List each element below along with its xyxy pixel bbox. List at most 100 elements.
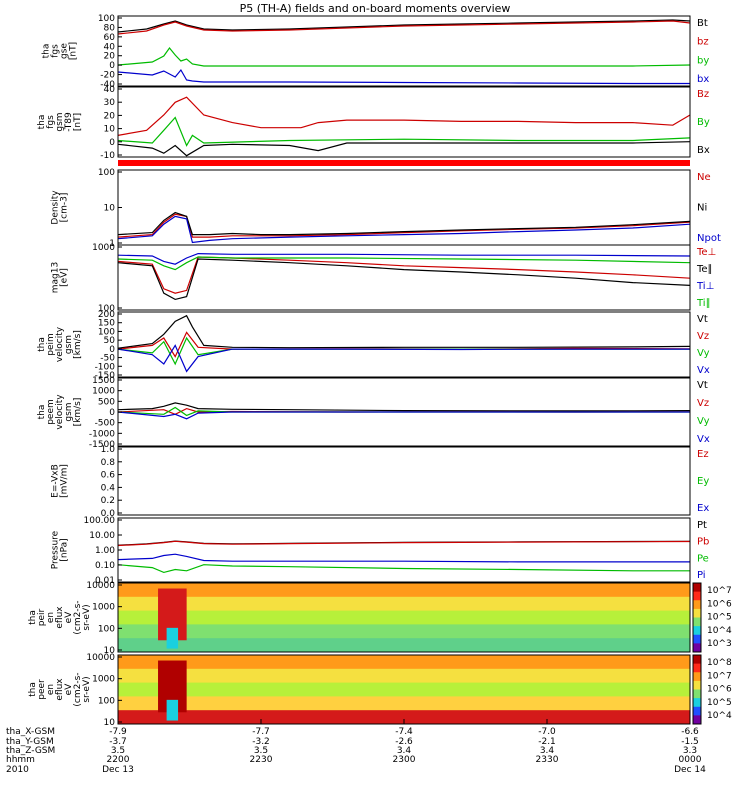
y-tick-label: -50	[100, 354, 115, 364]
series-line-bx	[117, 68, 690, 85]
x-tick-label: 0000	[679, 755, 702, 765]
spectrogram-band	[118, 596, 690, 612]
colorbar-tick-label: 10^3	[707, 639, 732, 649]
series-line-bz	[117, 20, 691, 35]
legend-entry: Ni	[697, 203, 707, 214]
y-axis-label: E=-VxB	[51, 464, 61, 498]
series-line-Vx	[117, 411, 690, 420]
x-tick-label: 2230	[250, 755, 273, 765]
y-axis-label: gse	[60, 43, 70, 59]
legend-entry: by	[697, 55, 709, 66]
x-tick-label: 2330	[536, 755, 559, 765]
y-axis-label: [eV]	[60, 268, 70, 287]
y-tick-label: 1000	[92, 243, 115, 253]
x-axis-row-label: tha_Z-GSM	[6, 746, 55, 756]
y-axis-label: tha	[37, 405, 47, 420]
x-tick-label: -2.6	[395, 737, 413, 747]
legend-entry: Bz	[697, 89, 709, 100]
x-tick-label: -6.6	[681, 727, 699, 737]
y-tick-label: 0.6	[101, 471, 116, 481]
series-line-Pi	[117, 553, 690, 563]
y-tick-label: 0	[109, 61, 115, 71]
series-line-Ti∥	[117, 256, 691, 271]
y-axis-label: tha	[28, 610, 38, 625]
spectrogram-burst-low	[166, 699, 179, 721]
legend-entry: Vx	[697, 365, 710, 376]
spectrogram-band	[118, 624, 690, 639]
colorbar-segment	[693, 689, 701, 699]
y-tick-label: 200	[98, 310, 115, 320]
y-tick-label: 1	[109, 239, 115, 249]
legend-entry: Pt	[697, 520, 707, 531]
y-axis-label: velocity	[55, 394, 65, 430]
y-axis-label: tha	[37, 337, 47, 352]
series-line-Ne	[117, 213, 691, 238]
series-line-Npot	[117, 215, 691, 244]
y-axis-label: eflux	[55, 678, 65, 701]
colorbar-segment	[693, 608, 701, 618]
y-axis-label: gsm	[64, 335, 74, 354]
y-axis-label: [cm-3]	[60, 193, 70, 223]
colorbar-segment	[693, 600, 701, 610]
y-axis-label: eV	[64, 683, 74, 696]
panel-frame	[117, 169, 691, 246]
y-axis-label: velocity	[55, 326, 65, 362]
x-tick-label: -3.7	[109, 737, 127, 747]
y-axis-label: Pressure	[51, 530, 61, 569]
x-tick-label: 2200	[107, 755, 130, 765]
x-tick-label: -7.0	[538, 727, 556, 737]
y-tick-label: 0	[109, 138, 115, 148]
series-line-By	[117, 116, 691, 147]
series-line-Pe	[117, 564, 690, 574]
y-axis-label: fgs	[51, 44, 61, 58]
y-tick-label: 1500	[92, 376, 115, 386]
colorbar-segment	[693, 698, 701, 708]
y-tick-label: -20	[100, 71, 115, 81]
y-tick-label: 50	[104, 336, 116, 346]
legend-entry: Bx	[697, 145, 710, 156]
panel-temperature: Te⊥ Te∥ Ti⊥ Ti∥ 1000 100 mag13 [eV]	[51, 243, 717, 314]
legend-entry: Vy	[697, 348, 710, 359]
colorbar-frame	[692, 582, 702, 653]
spectrogram-band	[118, 696, 690, 711]
series-line-Pb	[117, 540, 691, 547]
panel-pressure: Pt Pb Pe Pi 100.00 10.00 1.00 0.10 0.01 Pressure[…	[51, 516, 710, 586]
colorbar-tick-label: 10^8	[707, 658, 732, 668]
x-axis-row-label: hhmm	[6, 755, 35, 765]
x-tick-label: 2300	[393, 755, 416, 765]
series-line-Vy	[117, 336, 690, 366]
spectrogram-band	[118, 638, 690, 653]
y-tick-label: 10.00	[89, 531, 115, 541]
colorbar-segment	[693, 672, 701, 682]
legend-entry: bx	[697, 74, 709, 85]
panel-peer-spectrogram: 10^8 10^7 10^6 10^5 10^4 10000 1000 100 10 tha pee…	[28, 653, 732, 728]
legend-entry: Ti⊥	[696, 281, 714, 292]
y-tick-label: 10	[104, 204, 116, 214]
y-tick-label: 1.00	[95, 546, 115, 556]
y-axis-label: peim	[46, 333, 56, 356]
x-tick-label: 3.4	[540, 746, 555, 756]
x-tick-label: 3.4	[397, 746, 412, 756]
colorbar-tick-label: 10^6	[707, 599, 732, 609]
panel-frame	[117, 244, 691, 311]
colorbar-segment	[693, 655, 701, 665]
colorbar-tick-label: 10^7	[707, 671, 732, 681]
y-axis-label: en	[46, 684, 56, 695]
legend-entry: Pb	[697, 537, 709, 548]
y-tick-label: 30	[104, 98, 116, 108]
y-tick-label: -500	[95, 419, 116, 429]
x-axis-row-label: tha_X-GSM	[6, 727, 55, 737]
panel-efield: Ez Ey Ex 1.0 0.8 0.6 0.4 0.2 0.0 E=-VxB [mV/m]	[51, 445, 710, 519]
y-tick-label: 0.10	[95, 561, 115, 571]
x-tick-label: -7.4	[395, 727, 413, 737]
y-tick-label: 1.0	[101, 445, 116, 455]
legend-entry: By	[697, 117, 710, 128]
x-tick-label: Dec 14	[674, 765, 706, 775]
spectrogram-band	[118, 682, 690, 697]
y-tick-label: 1000	[92, 603, 115, 613]
series-line-Vt	[117, 402, 691, 412]
y-axis-label: [nPa]	[60, 538, 70, 561]
